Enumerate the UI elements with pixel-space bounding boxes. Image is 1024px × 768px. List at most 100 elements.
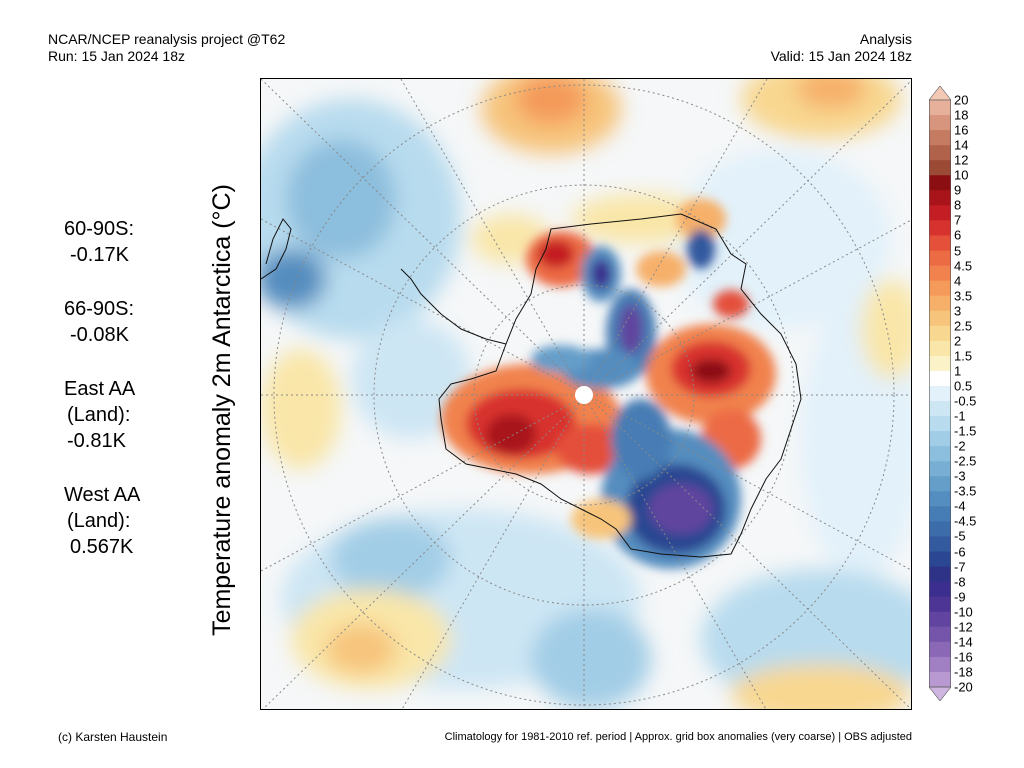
colorbar-swatch <box>929 325 951 342</box>
colorbar-swatch <box>929 566 951 583</box>
colorbar-tick-label: 3.5 <box>954 288 973 304</box>
colorbar-swatch <box>929 671 951 688</box>
colorbar-swatch <box>929 431 951 447</box>
colorbar-tick-label: 12 <box>954 152 969 168</box>
map-canvas <box>261 79 911 709</box>
colorbar-swatch <box>929 656 951 673</box>
colorbar-swatch <box>929 190 951 206</box>
colorbar-tick-label: -0.5 <box>954 393 977 409</box>
colorbar-tick-label: -20 <box>954 679 973 695</box>
colorbar-tick-label: -18 <box>954 664 973 680</box>
colorbar-tick-label: -4 <box>954 498 966 514</box>
colorbar-min-triangle <box>929 686 951 701</box>
colorbar-tick-label: 1.5 <box>954 348 973 364</box>
colorbar-swatch <box>929 310 951 327</box>
colorbar-tick-label: 14 <box>954 137 969 153</box>
colorbar-tick-label: 1 <box>954 363 962 379</box>
continent-anomaly <box>441 199 776 569</box>
colorbar-swatch <box>929 551 951 568</box>
colorbar-swatch <box>929 491 951 507</box>
colorbar-tick-label: -12 <box>954 619 973 635</box>
colorbar-tick-label: -5 <box>954 528 966 544</box>
colorbar-swatch <box>929 461 951 477</box>
colorbar-swatch <box>929 446 951 462</box>
colorbar-frame <box>929 99 951 688</box>
colorbar-tick-label: -4.5 <box>954 513 977 529</box>
credit: (c) Karsten Haustein <box>58 730 168 744</box>
colorbar-swatch <box>929 295 951 312</box>
colorbar-tick-label: 2 <box>954 333 962 349</box>
colorbar-tick-label: -14 <box>954 634 973 650</box>
colorbar-swatch <box>929 355 951 372</box>
colorbar-swatch <box>929 220 951 236</box>
colorbar-tick-label: 9 <box>954 182 962 198</box>
colorbar-swatch <box>929 340 951 357</box>
colorbar-tick-label: 2.5 <box>954 318 973 334</box>
colorbar-tick-label: -9 <box>954 589 966 605</box>
colorbar <box>929 86 951 701</box>
colorbar-tick-label: 8 <box>954 197 962 213</box>
colorbar-tick-label: 6 <box>954 227 962 243</box>
colorbar-tick-label: 4 <box>954 273 962 289</box>
stat-66-90s: 66-90S: -0.08K <box>64 298 135 346</box>
colorbar-swatch <box>929 265 951 282</box>
valid-info: Analysis Valid: 15 Jan 2024 18z <box>771 31 912 65</box>
colorbar-tick-label: 18 <box>954 107 969 123</box>
colorbar-tick-label: 7 <box>954 212 962 228</box>
stat-west-aa: West AA (Land): 0.567K <box>64 484 141 558</box>
colorbar-tick-label: 10 <box>954 167 969 183</box>
valid-time: Valid: 15 Jan 2024 18z <box>770 48 912 64</box>
anomaly-field <box>261 79 911 709</box>
stat-east-aa: East AA (Land): -0.81K <box>64 378 136 452</box>
colorbar-tick-label: -1 <box>954 408 966 424</box>
regional-stats: 60-90S: -0.17K 66-90S: -0.08K East AA (L… <box>64 216 140 588</box>
colorbar-swatch <box>929 100 951 116</box>
colorbar-swatch <box>929 370 951 387</box>
colorbar-tick-label: -1.5 <box>954 423 977 439</box>
run-time: Run: 15 Jan 2024 18z <box>48 48 185 64</box>
anomaly-map <box>260 78 912 710</box>
colorbar-tick-label: -3.5 <box>954 483 977 499</box>
model-title: NCAR/NCEP reanalysis project @T62 <box>48 31 286 47</box>
colorbar-swatch <box>929 416 951 432</box>
colorbar-tick-label: 0.5 <box>954 378 973 394</box>
colorbar-swatch <box>929 385 951 402</box>
run-info: NCAR/NCEP reanalysis project @T62 Run: 1… <box>48 31 285 65</box>
colorbar-swatch <box>929 536 951 553</box>
analysis-label: Analysis <box>859 31 912 47</box>
colorbar-swatch <box>929 130 951 146</box>
colorbar-swatch <box>929 611 951 628</box>
colorbar-swatch <box>929 175 951 191</box>
stat-60-90s: 60-90S: -0.17K <box>64 218 135 266</box>
colorbar-swatch <box>929 145 951 161</box>
colorbar-swatch <box>929 115 951 131</box>
colorbar-swatch <box>929 626 951 643</box>
colorbar-tick-label: 16 <box>954 122 969 138</box>
colorbar-labels: 20 18 16 14 12 10 9 8 7 6 5 4.5 4 3.5 3 2.5 2 1.5 1 0.5 -0.5… <box>954 86 1014 701</box>
colorbar-swatch <box>929 596 951 613</box>
footnote: Climatology for 1981-2010 ref. period | … <box>444 731 912 743</box>
colorbar-swatch <box>929 521 951 537</box>
colorbar-swatch <box>929 581 951 598</box>
colorbar-tick-label: -7 <box>954 559 966 575</box>
colorbar-tick-label: -2.5 <box>954 453 977 469</box>
colorbar-tick-label: -6 <box>954 544 966 560</box>
colorbar-tick-label: 20 <box>954 92 969 108</box>
colorbar-tick-label: 4.5 <box>954 258 973 274</box>
antarctica-coastline <box>438 213 802 558</box>
colorbar-tick-label: 3 <box>954 303 962 319</box>
colorbar-swatch <box>929 401 951 417</box>
axis-title: Temperature anomaly 2m Antarctica (°C) <box>208 184 236 636</box>
colorbar-tick-label: -8 <box>954 574 966 590</box>
south-pole-marker <box>575 386 593 404</box>
colorbar-tick-label: -10 <box>954 604 973 620</box>
colorbar-tick-label: -16 <box>954 649 973 665</box>
colorbar-tick-label: -2 <box>954 438 966 454</box>
colorbar-swatch <box>929 476 951 492</box>
colorbar-swatch <box>929 160 951 176</box>
colorbar-swatch <box>929 235 951 252</box>
south-america-tip <box>261 218 292 280</box>
colorbar-swatch <box>929 641 951 658</box>
colorbar-swatch <box>929 205 951 221</box>
colorbar-tick-label: -3 <box>954 468 966 484</box>
